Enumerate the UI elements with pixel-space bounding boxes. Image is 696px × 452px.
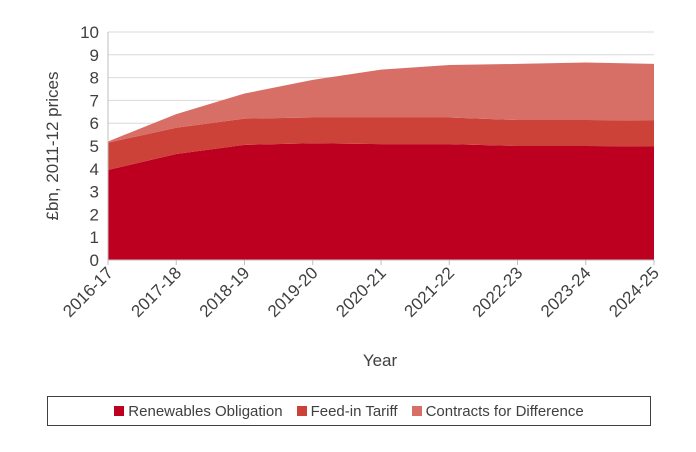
y-tick-label: 4 [90,160,99,179]
plot-areas [108,62,654,260]
x-axis-title: Year [363,351,398,370]
y-tick-label: 7 [90,91,99,110]
legend-label: Renewables Obligation [128,402,283,420]
legend-label: Contracts for Difference [425,402,584,420]
x-tick-label: 2022-23 [469,263,527,321]
legend-item: Renewables Obligation [114,402,283,420]
x-tick-label: 2024-25 [605,263,663,321]
x-tick-label: 2017-18 [128,263,186,321]
legend: Renewables Obligation Feed-in Tariff Contr… [47,396,651,426]
x-tick-label: 2019-20 [264,263,322,321]
y-tick-label: 9 [90,46,99,65]
x-tick-label: 2023-24 [537,263,595,321]
x-tick-label: 2016-17 [59,263,117,321]
y-tick-label: 2 [90,205,99,224]
y-tick-label: 10 [80,23,99,42]
y-tick-label: 6 [90,114,99,133]
area-contracts-for-difference [108,62,654,143]
legend-item: Contracts for Difference [411,402,584,420]
y-tick-label: 1 [90,228,99,247]
y-tick-label: 0 [90,251,99,270]
legend-swatch [114,406,125,416]
x-tick-label: 2020-21 [332,263,390,321]
legend-swatch [411,406,422,416]
area-feed-in-tariff [108,117,654,170]
y-tick-label: 8 [90,69,99,88]
legend-label: Feed-in Tariff [310,402,398,420]
legend-swatch [296,406,307,416]
x-tick-label: 2018-19 [196,263,254,321]
legend-item: Feed-in Tariff [296,402,398,420]
x-tick-label: 2021-22 [401,263,459,321]
area-renewables-obligation [108,143,654,260]
y-tick-label: 5 [90,137,99,156]
y-tick-label: 3 [90,183,99,202]
y-axis-title: £bn, 2011-12 prices [43,71,62,220]
